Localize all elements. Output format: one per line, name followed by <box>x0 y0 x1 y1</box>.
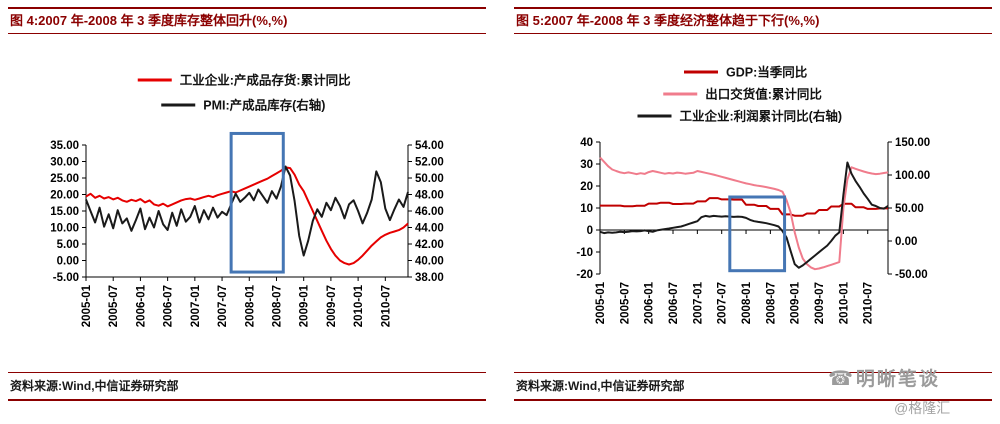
left-axis-label: 40 <box>580 137 593 149</box>
right-axis-label: 50.00 <box>415 173 444 185</box>
figure-5-panel: 图 5:2007 年-2008 年 3 季度经济整体趋于下行(%,%) 40 30… <box>514 7 992 401</box>
right-axis-label: 50.00 <box>895 203 924 215</box>
figure-4-panel: 图 4:2007 年-2008 年 3 季度库存整体回升(%,%) 35.00 3… <box>8 7 486 401</box>
legend-label-2: 工业企业:利润累计同比(右轴) <box>680 109 843 124</box>
x-axis-label: 2010-01 <box>353 284 365 327</box>
figure-5-title: 图 5:2007 年-2008 年 3 季度经济整体趋于下行(%,%) <box>514 7 992 34</box>
x-axis-label: 2008-01 <box>741 281 753 324</box>
left-axis-label: 10 <box>580 203 593 215</box>
watermark-brand-text: 明晰笔谈 <box>855 369 940 390</box>
x-axis-label: 2007-01 <box>190 284 202 327</box>
phone-icon: ☎ <box>828 368 853 390</box>
watermark-brand: ☎ 明晰笔谈 <box>828 364 940 391</box>
left-axis-label: -20 <box>576 269 593 281</box>
right-axis-label: 48.00 <box>415 190 444 202</box>
left-axis-label: 5.00 <box>57 239 79 251</box>
x-axis-label: 2009-01 <box>299 284 311 327</box>
x-axis-label: 2009-07 <box>326 285 338 327</box>
right-axis-label: 44.00 <box>415 223 444 235</box>
left-axis-label: 30.00 <box>50 157 79 169</box>
legend-label-0: GDP:当季同比 <box>726 65 808 80</box>
x-axis-label: 2009-01 <box>790 281 802 324</box>
left-axis-label: 35.00 <box>50 140 79 152</box>
right-axis-label: 40.00 <box>415 256 444 268</box>
left-axis-label: 25.00 <box>50 173 79 185</box>
x-axis-label: 2006-01 <box>644 281 656 324</box>
x-axis-label: 2005-07 <box>619 282 631 324</box>
x-axis-label: 2007-07 <box>217 285 229 327</box>
x-axis-label: 2005-01 <box>81 284 93 327</box>
right-axis-label: -50.00 <box>895 269 928 281</box>
x-axis-label: 2006-07 <box>163 285 175 327</box>
figure-4-chart-area: 35.00 30.00 25.00 20.00 15.00 10.00 5.00 0.00 -5… <box>8 35 486 353</box>
left-axis-label: 15.00 <box>50 206 79 218</box>
right-axis-label: 150.00 <box>895 137 930 149</box>
series-line-1 <box>85 165 409 257</box>
x-axis-label: 2005-01 <box>595 281 607 324</box>
right-axis-label: 52.00 <box>415 157 444 169</box>
highlight-box <box>229 131 285 274</box>
figure-5-source: 资料来源:Wind,中信证券研究部 <box>514 372 992 401</box>
left-axis-label: 20 <box>580 181 593 193</box>
x-axis-label: 2007-01 <box>692 281 704 324</box>
x-axis-label: 2007-07 <box>717 282 729 324</box>
legend-label-1: PMI:产成品库存(右轴) <box>203 98 325 113</box>
left-axis-label: 0.00 <box>57 256 79 268</box>
x-axis-label: 2010-07 <box>380 285 392 327</box>
right-axis-label: 42.00 <box>415 239 444 251</box>
figure-4-source: 资料来源:Wind,中信证券研究部 <box>8 372 486 401</box>
figure-5-line-chart: 40 30 20 10 0 -10 -20 150.00 100.00 50.00 0.00 -50.… <box>576 65 930 325</box>
x-axis-label: 2010-07 <box>863 282 875 324</box>
left-axis-label: -5.00 <box>53 272 79 284</box>
figure-5-chart-area: 40 30 20 10 0 -10 -20 150.00 100.00 50.00 0.00 -50.… <box>514 35 992 353</box>
highlight-box <box>728 195 787 273</box>
legend-label-1: 出口交货值:累计同比 <box>705 87 822 102</box>
series-line-0 <box>600 197 888 217</box>
watermark-handle: @格隆汇 <box>894 400 951 416</box>
x-axis-label: 2009-07 <box>814 282 826 324</box>
x-axis-label: 2008-07 <box>765 282 777 324</box>
x-axis-label: 2005-07 <box>108 285 120 327</box>
legend-label-0: 工业企业:产成品存货:累计同比 <box>180 73 351 88</box>
right-axis-label: 100.00 <box>895 170 930 182</box>
series-line-1 <box>599 156 889 271</box>
left-axis-label: 30 <box>580 159 593 171</box>
x-axis-label: 2008-01 <box>244 284 256 327</box>
left-axis-label: -10 <box>576 247 593 259</box>
x-axis-label: 2006-07 <box>668 282 680 324</box>
series-line-2 <box>599 161 889 269</box>
series-line-0 <box>85 166 409 266</box>
left-axis-label: 10.00 <box>50 223 79 235</box>
figure-4-line-chart: 35.00 30.00 25.00 20.00 15.00 10.00 5.00 0.00 -5… <box>50 73 444 328</box>
right-axis-label: 0.00 <box>895 236 917 248</box>
right-axis-label: 54.00 <box>415 140 444 152</box>
left-axis-label: 0 <box>587 225 593 237</box>
x-axis-label: 2006-01 <box>135 284 147 327</box>
figure-4-title: 图 4:2007 年-2008 年 3 季度库存整体回升(%,%) <box>8 7 486 34</box>
x-axis-label: 2010-01 <box>838 281 850 324</box>
right-axis-label: 46.00 <box>415 206 444 218</box>
left-axis-label: 20.00 <box>50 190 79 202</box>
right-axis-label: 38.00 <box>415 272 444 284</box>
x-axis-label: 2008-07 <box>271 285 283 327</box>
